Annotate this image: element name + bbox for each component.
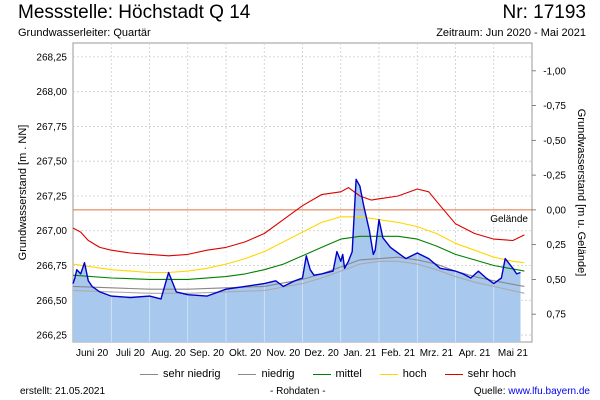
legend-label: niedrig: [261, 368, 295, 380]
x-tick-label: Okt. 20: [229, 348, 262, 359]
source-credit: Quelle: www.lfu.bayern.de: [474, 386, 590, 397]
x-tick-label: Dez. 20: [304, 348, 339, 359]
measurement-area: [73, 179, 521, 342]
legend-swatch: [140, 373, 158, 375]
y-tick-label: 268,00: [36, 87, 67, 98]
right-tick-label: 0,25: [547, 240, 567, 251]
right-tick-label: 0,00: [547, 205, 567, 216]
legend-swatch: [379, 373, 398, 375]
y-axis-label: Grundwasserstand [m . NN]: [17, 125, 29, 261]
rawdata-label: - Rohdaten -: [270, 386, 326, 397]
y-tick-label: 266,50: [36, 296, 67, 307]
legend-item-mittel: mittel: [312, 368, 362, 380]
source-label: Quelle:: [473, 386, 509, 397]
y-tick-label: 267,75: [36, 122, 67, 133]
legend-item-sehr-hoch: sehr hoch: [444, 368, 516, 380]
legend-item-niedrig: niedrig: [238, 368, 295, 380]
series-line-sehr-hoch: [72, 187, 525, 257]
right-tick-label: -1,00: [543, 66, 566, 77]
series-line-messwerte: [72, 178, 521, 300]
x-tick-label: Sep. 20: [190, 348, 225, 359]
legend-swatch: [312, 373, 331, 375]
y-tick-label: 266,75: [36, 261, 67, 272]
source-link[interactable]: www.lfu.bayern.de: [508, 386, 590, 397]
legend: sehr niedrig niedrig mittel hoch sehr ho…: [140, 368, 516, 380]
legend-item-hoch: hoch: [379, 368, 427, 380]
y-tick-label: 267,50: [36, 157, 67, 168]
right-tick-label: -0,50: [543, 136, 566, 147]
legend-swatch: [444, 373, 463, 375]
legend-swatch: [238, 373, 257, 375]
x-tick-label: Nov. 20: [267, 348, 301, 359]
x-tick-label: Feb. 21: [381, 348, 415, 359]
y-tick-label: 267,00: [36, 226, 67, 237]
page-title: Messstelle: Höchstadt Q 14: [18, 2, 251, 23]
x-tick-label: Juli 20: [116, 348, 145, 359]
x-tick-label: Juni 20: [76, 348, 109, 359]
right-tick-label: 0,50: [547, 275, 567, 286]
series-line-hoch: [72, 216, 525, 274]
series-line-mittel: [72, 235, 525, 280]
created-date: erstellt: 21.05.2021: [20, 386, 106, 397]
legend-item-sehr-niedrig: sehr niedrig: [140, 368, 220, 380]
period-label: Zeitraum: Jun 2020 - Mai 2021: [436, 27, 586, 39]
x-tick-label: Mrz. 21: [420, 348, 454, 359]
x-tick-label: Apr. 21: [459, 348, 491, 359]
right-tick-label: -0,25: [543, 171, 566, 182]
y-tick-label: 268,25: [36, 52, 67, 63]
station-number: Nr: 17193: [502, 2, 586, 23]
y-tick-label: 266,25: [36, 331, 67, 342]
y-tick-label: 267,25: [36, 191, 67, 202]
x-tick-label: Jan. 21: [343, 348, 376, 359]
x-tick-label: Mai 21: [498, 348, 528, 359]
x-tick-label: Aug. 20: [151, 348, 186, 359]
legend-label: mittel: [335, 368, 362, 380]
legend-label: hoch: [402, 368, 427, 380]
legend-label: sehr niedrig: [163, 368, 221, 380]
right-tick-label: 0,75: [547, 310, 567, 321]
gelaende-label: Gelände: [490, 214, 528, 225]
y-axis-label-right: Grundwasserstand [m u. Gelände]: [575, 109, 587, 277]
right-tick-label: -0,75: [543, 101, 566, 112]
aquifer-label: Grundwasserleiter: Quartär: [18, 27, 151, 39]
legend-label: sehr hoch: [467, 368, 516, 380]
